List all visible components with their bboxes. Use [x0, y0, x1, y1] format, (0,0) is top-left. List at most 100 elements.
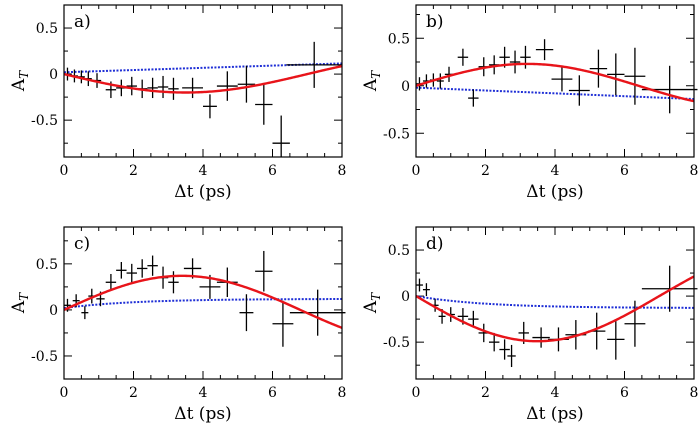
- panel-label: b): [426, 12, 444, 32]
- data-point: [272, 300, 294, 347]
- data-point: [499, 339, 510, 360]
- y-axis-label-subscript: T: [17, 70, 31, 79]
- panels: 0 2 4 6 80.50-0.5a)Δt (ps)AT0 2 4 6 80.50-0.5b)Δ…: [9, 4, 699, 424]
- data-point: [239, 294, 254, 332]
- data-point: [468, 310, 479, 328]
- plot-frame: [415, 226, 695, 380]
- x-tick-label: 4: [199, 385, 208, 401]
- y-axis-label-text: AT: [9, 292, 31, 314]
- data-point: [624, 300, 646, 347]
- data-point: [272, 115, 290, 157]
- data-point: [136, 259, 148, 278]
- data-point: [105, 273, 117, 291]
- panel-2: 0 2 4 6 8 0.5 0 -0.5 b) Δt (ps) AT: [361, 4, 699, 202]
- fit-curve: [416, 62, 694, 103]
- panel-1: 0 2 4 6 8 0.5 0 -0.5 a) Δt (ps) AT: [9, 4, 347, 202]
- data-point: [457, 48, 469, 66]
- y-axis-label-subscript: T: [369, 70, 383, 79]
- y-tick-label: 0.5: [36, 21, 58, 37]
- x-tick-label: 8: [690, 385, 699, 401]
- data-point: [607, 319, 625, 360]
- x-tick-label: 2: [481, 163, 490, 179]
- reference-curve: [416, 86, 694, 101]
- x-tick-label: 8: [338, 385, 347, 401]
- y-axis-label-subscript: T: [17, 292, 31, 301]
- x-axis-label: Δt (ps): [174, 404, 231, 424]
- y-tick-label: -0.5: [383, 335, 410, 351]
- data-point: [532, 327, 550, 348]
- panel-label: d): [426, 234, 444, 254]
- data-point: [422, 283, 430, 297]
- y-tick-label: -0.5: [31, 349, 58, 365]
- data-point: [507, 344, 516, 368]
- x-tick-label: 4: [551, 163, 560, 179]
- y-tick-label: -0.5: [383, 126, 410, 142]
- data-point: [589, 49, 608, 88]
- reference-curve: [416, 295, 694, 309]
- y-axis-label-main: A: [9, 78, 29, 92]
- x-tick-label: 0: [60, 163, 69, 179]
- data-point: [81, 306, 89, 320]
- y-axis-label-text: AT: [361, 70, 383, 92]
- x-axis-label: Δt (ps): [526, 404, 583, 424]
- x-tick-label: 6: [268, 385, 277, 401]
- data-point: [568, 75, 590, 106]
- panel-4: 0 2 4 6 8 0.5 0 -0.5 d) Δt (ps) AT: [361, 226, 699, 424]
- data-point: [468, 89, 479, 107]
- data-point: [237, 65, 256, 103]
- fit-curve: [416, 275, 694, 343]
- data-point: [624, 47, 646, 105]
- y-axis-label: AT: [361, 292, 383, 314]
- x-tick-label: 8: [690, 163, 699, 179]
- plot-frame: [415, 4, 695, 158]
- y-tick-label: 0.5: [36, 257, 58, 273]
- x-tick-label: 6: [620, 163, 629, 179]
- fit-curve: [64, 274, 342, 329]
- data-point: [147, 255, 158, 276]
- x-tick-label: 4: [551, 385, 560, 401]
- plot-frame: [63, 226, 343, 380]
- data-point: [551, 66, 573, 92]
- x-tick-label: 6: [620, 385, 629, 401]
- x-tick-label: 2: [129, 385, 138, 401]
- x-tick-label: 4: [199, 163, 208, 179]
- data-point: [216, 71, 238, 101]
- y-tick-label: 0: [49, 303, 58, 319]
- data-point: [488, 332, 500, 352]
- y-axis-label: AT: [9, 292, 31, 314]
- y-tick-label: 0.5: [388, 243, 410, 259]
- y-axis-label-text: AT: [361, 292, 383, 314]
- data-point: [126, 263, 137, 283]
- x-tick-label: 6: [268, 163, 277, 179]
- x-tick-label: 8: [338, 163, 347, 179]
- data-point: [255, 250, 273, 292]
- data-point: [286, 41, 342, 88]
- data-point: [607, 53, 625, 96]
- y-tick-label: 0: [49, 67, 58, 83]
- x-tick-label: 0: [60, 385, 69, 401]
- plot-frame: [63, 4, 343, 158]
- panel-3: 0 2 4 6 8 0.5 0 -0.5 c) Δt (ps) AT: [9, 226, 347, 424]
- y-tick-label: -0.5: [31, 113, 58, 129]
- data-point: [436, 73, 444, 89]
- data-point: [535, 39, 554, 61]
- panel-label: a): [74, 12, 91, 32]
- y-axis-label: AT: [9, 70, 31, 92]
- data-point: [416, 278, 423, 292]
- y-axis-label-main: A: [361, 78, 381, 92]
- y-tick-label: 0: [401, 289, 410, 305]
- y-axis-label-subscript: T: [369, 292, 383, 301]
- fit-curve: [64, 64, 342, 94]
- data-point: [182, 77, 203, 99]
- y-tick-label: 0: [401, 79, 410, 95]
- data-point: [147, 77, 158, 99]
- data-point: [116, 262, 127, 279]
- y-axis-label-main: A: [9, 300, 29, 314]
- x-axis-label: Δt (ps): [526, 182, 583, 202]
- data-point: [203, 94, 217, 119]
- y-tick-label: 0.5: [388, 31, 410, 47]
- data-point: [289, 289, 346, 336]
- data-point: [126, 76, 137, 96]
